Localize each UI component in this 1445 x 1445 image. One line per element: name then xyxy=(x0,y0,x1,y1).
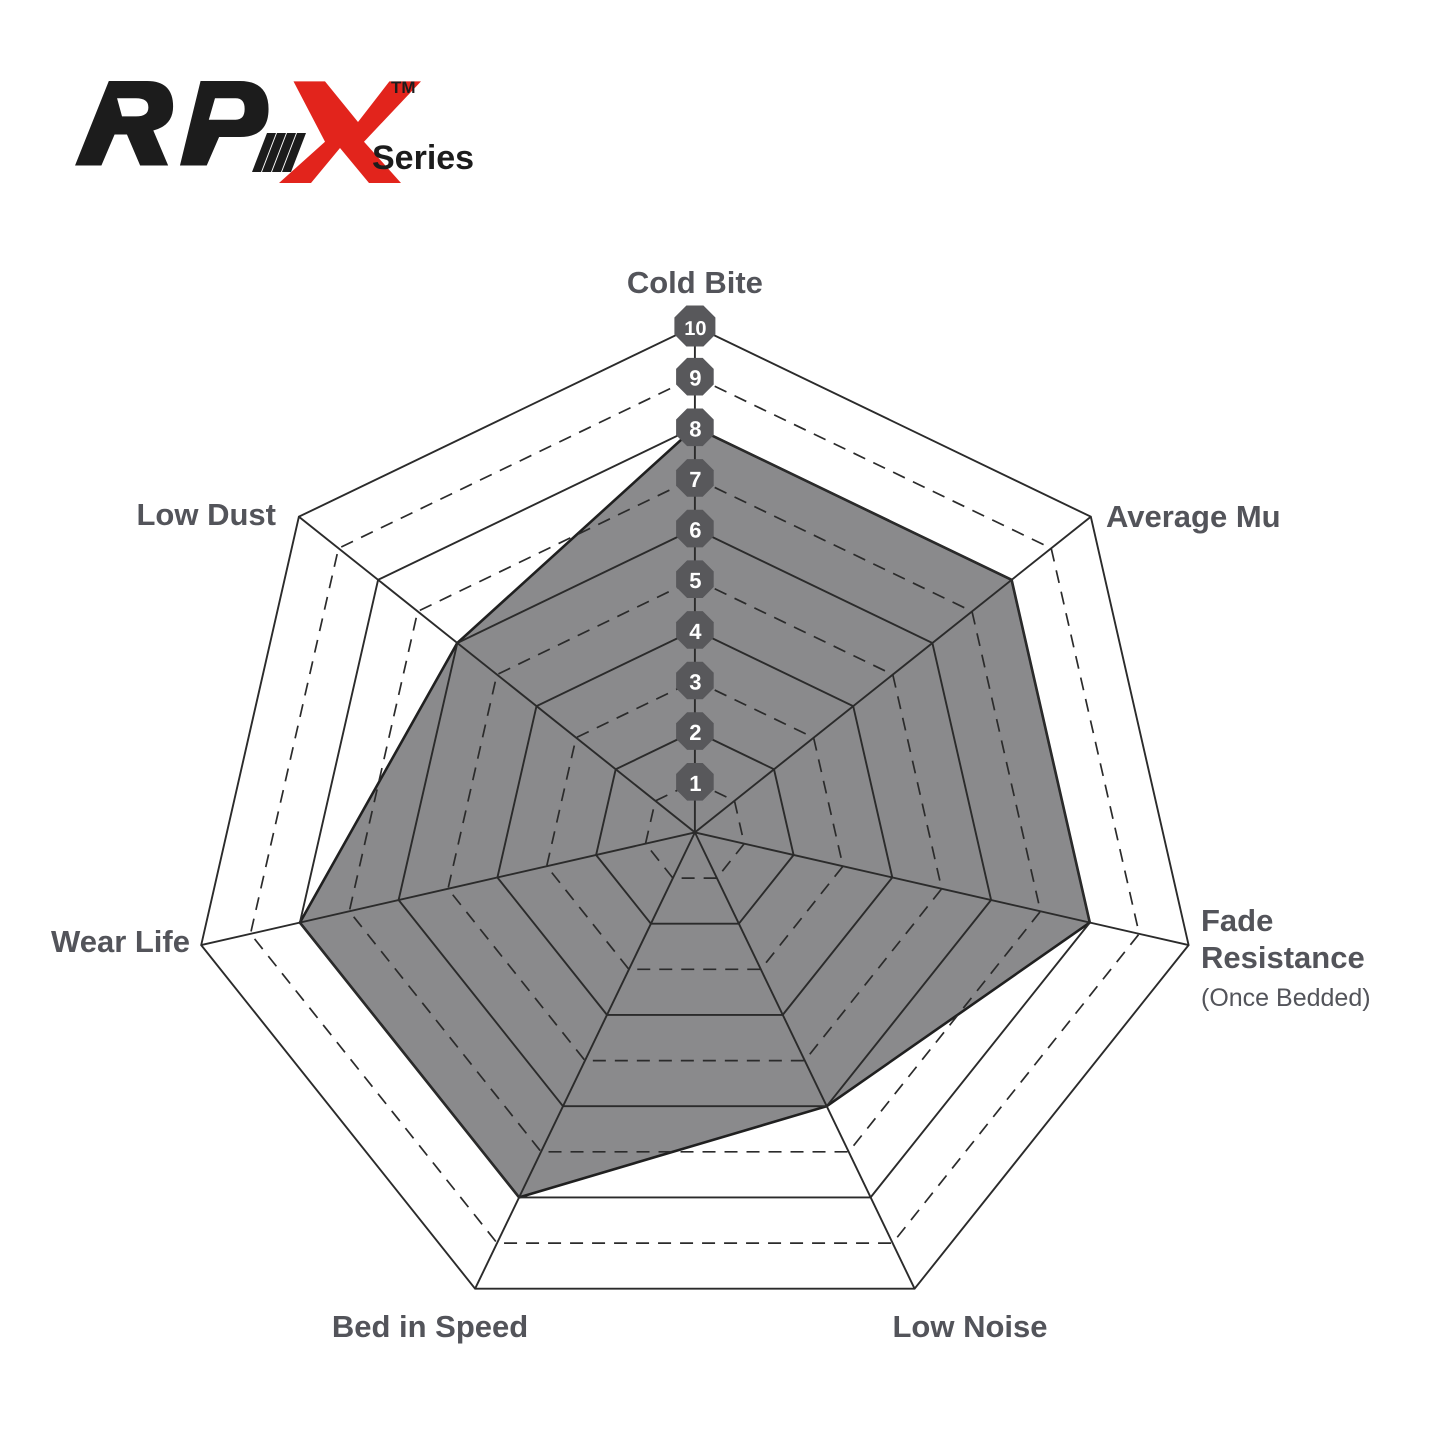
svg-text:Resistance: Resistance xyxy=(1201,940,1365,975)
svg-text:(Once Bedded): (Once Bedded) xyxy=(1201,984,1371,1012)
svg-text:Cold Bite: Cold Bite xyxy=(627,265,763,300)
svg-text:Low Noise: Low Noise xyxy=(892,1309,1047,1344)
svg-text:1: 1 xyxy=(689,771,701,796)
svg-text:4: 4 xyxy=(689,619,702,644)
svg-text:Average Mu: Average Mu xyxy=(1106,499,1281,534)
svg-text:Bed in Speed: Bed in Speed xyxy=(332,1309,528,1344)
svg-text:10: 10 xyxy=(684,318,706,340)
svg-text:Low Dust: Low Dust xyxy=(137,497,277,532)
svg-text:Fade: Fade xyxy=(1201,903,1273,938)
svg-text:Series: Series xyxy=(372,139,474,177)
svg-text:2: 2 xyxy=(689,720,701,745)
svg-text:9: 9 xyxy=(689,366,701,391)
svg-text:3: 3 xyxy=(689,670,701,695)
svg-text:TM: TM xyxy=(391,78,416,97)
svg-text:7: 7 xyxy=(689,467,701,492)
svg-text:8: 8 xyxy=(689,416,701,441)
svg-text:5: 5 xyxy=(689,568,701,593)
svg-text:Wear Life: Wear Life xyxy=(51,924,190,959)
svg-text:6: 6 xyxy=(689,518,701,543)
